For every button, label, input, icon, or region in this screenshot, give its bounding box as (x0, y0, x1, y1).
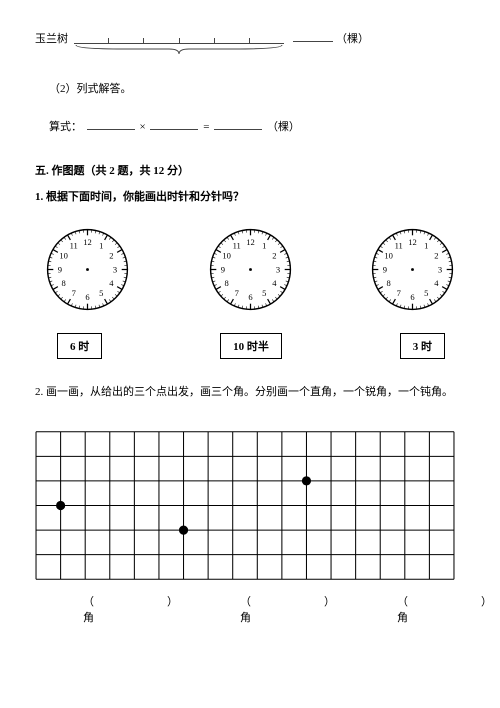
blank-count (293, 30, 333, 42)
yulan-unit: （棵） (336, 30, 369, 46)
svg-text:1: 1 (262, 240, 266, 250)
svg-text:9: 9 (220, 264, 224, 274)
time-labels-row: 6 时 10 时半 3 时 (35, 333, 465, 359)
svg-text:7: 7 (234, 288, 239, 298)
svg-text:2: 2 (434, 251, 438, 261)
svg-text:6: 6 (410, 292, 415, 302)
svg-text:8: 8 (224, 278, 228, 288)
grid-svg (35, 423, 455, 588)
svg-text:12: 12 (408, 237, 417, 247)
svg-text:12: 12 (246, 237, 255, 247)
q2-text: 2. 画一画，从给出的三个点出发，画三个角。分别画一个直角，一个锐角，一个钝角。 (35, 383, 465, 403)
clock-3: 121234567891011 (365, 222, 460, 317)
svg-text:10: 10 (384, 251, 393, 261)
time-label-2: 10 时半 (220, 333, 282, 359)
svg-text:11: 11 (395, 240, 403, 250)
svg-text:10: 10 (59, 251, 68, 261)
eq-blank-1 (87, 118, 135, 130)
svg-text:11: 11 (232, 240, 240, 250)
svg-text:8: 8 (62, 278, 66, 288)
svg-text:2: 2 (109, 251, 113, 261)
svg-text:7: 7 (72, 288, 77, 298)
svg-text:6: 6 (85, 292, 90, 302)
svg-text:6: 6 (248, 292, 253, 302)
clock-1: 121234567891011 (40, 222, 135, 317)
svg-text:9: 9 (383, 264, 387, 274)
svg-text:1: 1 (99, 240, 103, 250)
grid-container (35, 423, 465, 591)
svg-text:12: 12 (83, 237, 92, 247)
svg-text:5: 5 (262, 288, 266, 298)
clocks-row: 121234567891011 121234567891011 12123456… (35, 222, 465, 317)
eq-equals: = (203, 121, 209, 133)
time-label-3: 3 时 (400, 333, 445, 359)
clock-2: 12 12 3 456789 1011 (203, 222, 298, 317)
q1-title: 1. 根据下面时间，你能画出时针和分针吗？ (35, 188, 465, 204)
eq-blank-2 (150, 118, 198, 130)
svg-text:9: 9 (58, 264, 62, 274)
equation-row: 算式： × = （棵） (49, 118, 465, 134)
svg-text:3: 3 (113, 264, 117, 274)
angle-label-3: （ ）角 (397, 593, 492, 625)
curly-brace (74, 43, 284, 55)
eq-prefix: 算式： (49, 121, 82, 133)
sub2-label: （2）列式解答。 (49, 80, 465, 96)
svg-text:5: 5 (99, 288, 103, 298)
svg-text:3: 3 (438, 264, 442, 274)
svg-text:7: 7 (397, 288, 402, 298)
svg-text:4: 4 (434, 278, 439, 288)
section-5-title: 五. 作图题（共 2 题，共 12 分） (35, 162, 465, 178)
yulan-prefix: 玉兰树 (35, 30, 68, 46)
segment-bracket (74, 30, 284, 58)
eq-unit: （棵） (267, 121, 300, 133)
svg-text:3: 3 (275, 264, 279, 274)
time-label-1: 6 时 (57, 333, 102, 359)
svg-text:8: 8 (387, 278, 391, 288)
angle-labels-row: （ ）角 （ ）角 （ ）角 (35, 593, 465, 625)
eq-blank-3 (214, 118, 262, 130)
angle-label-1: （ ）角 (83, 593, 178, 625)
svg-text:5: 5 (424, 288, 428, 298)
svg-text:4: 4 (272, 278, 277, 288)
svg-text:1: 1 (424, 240, 428, 250)
svg-text:10: 10 (222, 251, 231, 261)
angle-label-2: （ ）角 (240, 593, 335, 625)
yulan-row: 玉兰树 （棵） (35, 30, 465, 58)
svg-text:4: 4 (109, 278, 114, 288)
eq-times: × (140, 121, 146, 133)
svg-text:2: 2 (272, 251, 276, 261)
svg-text:11: 11 (70, 240, 78, 250)
